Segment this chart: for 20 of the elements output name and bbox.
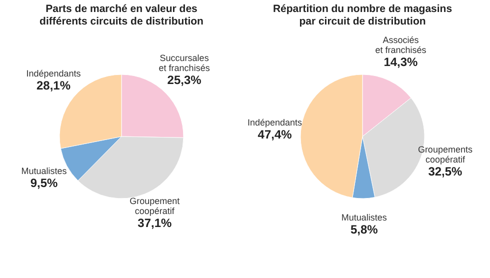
slice-label: Associés et franchisés	[375, 35, 427, 56]
slice-label: Indépendants	[26, 68, 82, 79]
slice-label: Groupement coopératif	[130, 196, 180, 216]
data-label: 28,1%	[36, 78, 71, 93]
slice-label: Mutualistes	[21, 166, 68, 176]
text: Répartition du nombre de magasins	[272, 3, 452, 15]
data-label: 14,3%	[384, 55, 418, 70]
data-label: 47,4%	[258, 127, 292, 142]
text: par circuit de distribution	[299, 16, 426, 28]
data-label: 5,8%	[350, 222, 378, 236]
data-label: 32,5%	[428, 164, 463, 179]
slice-label: Groupements coopératif	[418, 144, 473, 165]
slice-label: Succursales et franchisés	[158, 52, 210, 73]
data-label: 37,1%	[138, 216, 172, 230]
text: Parts de marché en valeur des	[46, 3, 198, 15]
data-label: 25,3%	[167, 72, 202, 87]
text: différents circuits de distribution	[40, 16, 204, 28]
data-label: 9,5%	[30, 176, 58, 190]
slice-label: Indépendants	[248, 117, 303, 128]
slice-label: Mutualistes	[341, 212, 388, 222]
